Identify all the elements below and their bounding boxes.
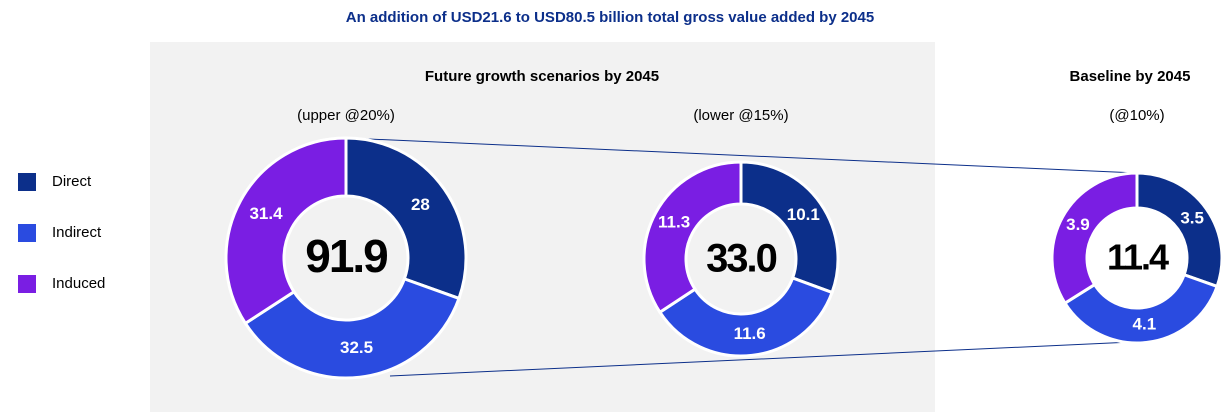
panel-heading: Future growth scenarios by 2045 <box>425 68 659 85</box>
donut-segment <box>1135 171 1221 289</box>
data-label: 11.3 <box>658 212 690 231</box>
donut-segment <box>642 160 743 315</box>
donut-segment <box>224 136 348 326</box>
connector-line <box>345 137 1138 174</box>
center-label: 33.0 <box>706 237 777 281</box>
data-label: 3.5 <box>1180 209 1204 228</box>
legend-swatch <box>18 224 36 242</box>
panel-heading: Baseline by 2045 <box>1070 68 1191 85</box>
donut-segment <box>243 276 461 380</box>
data-label: 10.1 <box>787 205 820 224</box>
donut-segment <box>657 276 834 358</box>
legend-label: Indirect <box>52 224 102 241</box>
data-label: 11.6 <box>734 324 766 343</box>
legend-swatch <box>18 275 36 293</box>
donut-segment <box>1062 272 1220 345</box>
data-label: 31.4 <box>249 204 283 223</box>
center-label: 11.4 <box>1107 237 1169 278</box>
donut-segment <box>344 136 468 301</box>
center-label: 91.9 <box>305 230 387 282</box>
legend-label: Direct <box>52 173 92 190</box>
legend-label: Induced <box>52 275 105 292</box>
data-label: 32.5 <box>340 338 373 357</box>
donut-subtitle: (lower @15%) <box>693 107 788 124</box>
data-label: 28 <box>411 195 430 214</box>
chart-title: An addition of USD21.6 to USD80.5 billio… <box>346 9 874 26</box>
donut-subtitle: (upper @20%) <box>297 107 395 124</box>
data-label: 3.9 <box>1066 215 1090 234</box>
connector-line <box>389 341 1133 377</box>
data-label: 4.1 <box>1133 315 1157 334</box>
donut-segment <box>739 160 840 295</box>
legend-swatch <box>18 173 36 191</box>
donut-segment <box>1050 171 1139 306</box>
donut-subtitle: (@10%) <box>1109 107 1164 124</box>
